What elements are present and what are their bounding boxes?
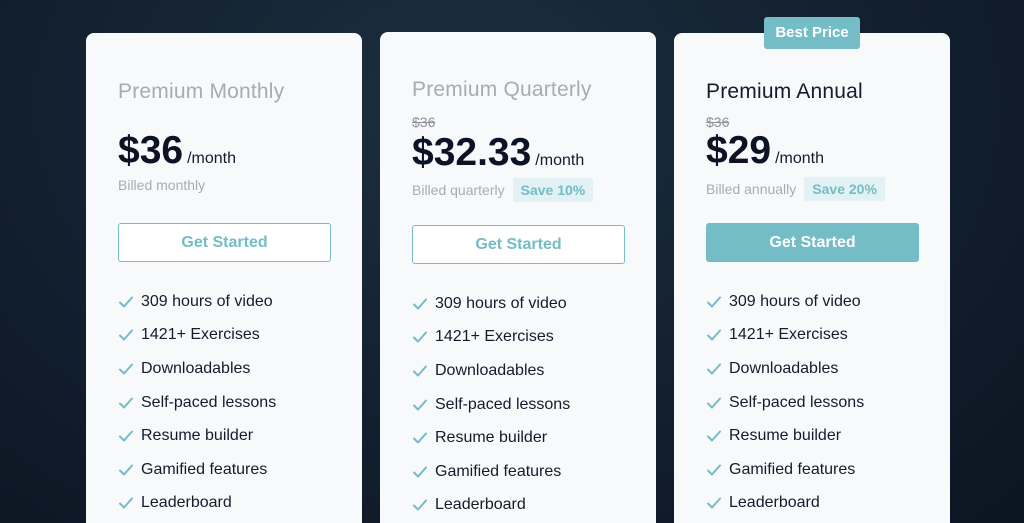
billing-note: Billed quarterly bbox=[412, 182, 505, 198]
price: $36 bbox=[118, 129, 184, 172]
list-item: Downloadables bbox=[706, 352, 864, 386]
check-icon bbox=[412, 395, 435, 415]
feature-label: Self-paced lessons bbox=[435, 395, 571, 413]
plan-name: Premium Quarterly bbox=[412, 78, 592, 101]
billing-note: Billed annually bbox=[706, 181, 797, 197]
check-icon bbox=[706, 359, 729, 379]
old-price: $36 bbox=[706, 114, 730, 130]
pricing-card-monthly: Premium Monthly $36/month Billed monthly… bbox=[86, 33, 362, 523]
list-item: Gamified features bbox=[412, 455, 570, 489]
check-icon bbox=[706, 325, 729, 345]
list-item: Self-paced lessons bbox=[412, 388, 570, 422]
list-item: Resume builder bbox=[412, 421, 570, 455]
feature-list: 309 hours of video 1421+ Exercises Downl… bbox=[118, 285, 276, 520]
check-icon bbox=[706, 426, 729, 446]
feature-label: Leaderboard bbox=[141, 494, 232, 512]
list-item: 309 hours of video bbox=[706, 285, 864, 319]
price-row: $32.33/month bbox=[412, 131, 584, 175]
check-icon bbox=[118, 292, 141, 312]
list-item: Resume builder bbox=[706, 419, 864, 453]
price: $29 bbox=[706, 129, 772, 172]
check-icon bbox=[706, 393, 729, 413]
get-started-button[interactable]: Get Started bbox=[706, 223, 919, 262]
price-row: $29/month bbox=[706, 129, 824, 173]
list-item: 1421+ Exercises bbox=[412, 321, 570, 355]
price-period: /month bbox=[775, 150, 824, 167]
price-period: /month bbox=[187, 150, 236, 167]
pricing-card-annual: Best Price Premium Annual $36 $29/month … bbox=[674, 17, 950, 523]
list-item: 1421+ Exercises bbox=[118, 319, 276, 353]
check-icon bbox=[706, 493, 729, 513]
feature-label: Gamified features bbox=[435, 462, 562, 480]
feature-label: Downloadables bbox=[435, 361, 545, 379]
check-icon bbox=[412, 495, 435, 515]
list-item: Leaderboard bbox=[412, 489, 570, 523]
list-item: 309 hours of video bbox=[118, 285, 276, 319]
check-icon bbox=[706, 292, 729, 312]
list-item: Leaderboard bbox=[118, 487, 276, 521]
feature-label: Resume builder bbox=[141, 427, 254, 445]
list-item: Self-paced lessons bbox=[706, 386, 864, 420]
feature-label: Downloadables bbox=[729, 359, 839, 377]
check-icon bbox=[412, 294, 435, 314]
feature-label: Gamified features bbox=[141, 460, 268, 478]
list-item: 309 hours of video bbox=[412, 287, 570, 321]
check-icon bbox=[118, 493, 141, 513]
feature-label: Downloadables bbox=[141, 359, 251, 377]
feature-label: 309 hours of video bbox=[435, 294, 567, 312]
old-price: $36 bbox=[412, 114, 436, 130]
list-item: Gamified features bbox=[118, 453, 276, 487]
feature-label: Leaderboard bbox=[435, 496, 526, 514]
feature-label: Resume builder bbox=[729, 427, 842, 445]
feature-label: Leaderboard bbox=[729, 494, 820, 512]
check-icon bbox=[118, 359, 141, 379]
feature-label: 309 hours of video bbox=[141, 292, 273, 310]
billing-note: Billed monthly bbox=[118, 177, 206, 193]
list-item: Downloadables bbox=[118, 352, 276, 386]
price: $32.33 bbox=[412, 131, 532, 174]
plan-name: Premium Annual bbox=[706, 80, 863, 103]
billing-row: Billed annually Save 20% bbox=[706, 177, 885, 201]
feature-label: Resume builder bbox=[435, 429, 548, 447]
price-period: /month bbox=[535, 152, 585, 169]
list-item: Downloadables bbox=[412, 354, 570, 388]
check-icon bbox=[706, 460, 729, 480]
check-icon bbox=[118, 460, 141, 480]
feature-label: Self-paced lessons bbox=[141, 393, 277, 411]
list-item: Self-paced lessons bbox=[118, 386, 276, 420]
check-icon bbox=[412, 462, 435, 482]
billing-row: Billed monthly bbox=[118, 177, 205, 193]
get-started-button[interactable]: Get Started bbox=[118, 223, 331, 262]
get-started-button[interactable]: Get Started bbox=[412, 225, 625, 264]
pricing-card-quarterly: Premium Quarterly $36 $32.33/month Bille… bbox=[380, 32, 656, 523]
check-icon bbox=[118, 393, 141, 413]
feature-label: 309 hours of video bbox=[729, 292, 861, 310]
feature-label: 1421+ Exercises bbox=[141, 326, 260, 344]
list-item: Gamified features bbox=[706, 453, 864, 487]
list-item: Resume builder bbox=[118, 419, 276, 453]
best-price-badge: Best Price bbox=[764, 17, 860, 49]
plan-name: Premium Monthly bbox=[118, 80, 285, 103]
save-badge: Save 10% bbox=[512, 178, 594, 202]
price-row: $36/month bbox=[118, 129, 236, 173]
check-icon bbox=[412, 327, 435, 347]
check-icon bbox=[412, 361, 435, 381]
feature-list: 309 hours of video 1421+ Exercises Downl… bbox=[412, 287, 570, 522]
feature-label: 1421+ Exercises bbox=[435, 328, 554, 346]
billing-row: Billed quarterly Save 10% bbox=[412, 178, 594, 202]
check-icon bbox=[118, 426, 141, 446]
list-item: 1421+ Exercises bbox=[706, 319, 864, 353]
check-icon bbox=[118, 325, 141, 345]
feature-label: Gamified features bbox=[729, 460, 856, 478]
save-badge: Save 20% bbox=[804, 177, 885, 201]
feature-label: Self-paced lessons bbox=[729, 393, 865, 411]
feature-label: 1421+ Exercises bbox=[729, 326, 848, 344]
list-item: Leaderboard bbox=[706, 487, 864, 521]
feature-list: 309 hours of video 1421+ Exercises Downl… bbox=[706, 285, 864, 520]
check-icon bbox=[412, 428, 435, 448]
